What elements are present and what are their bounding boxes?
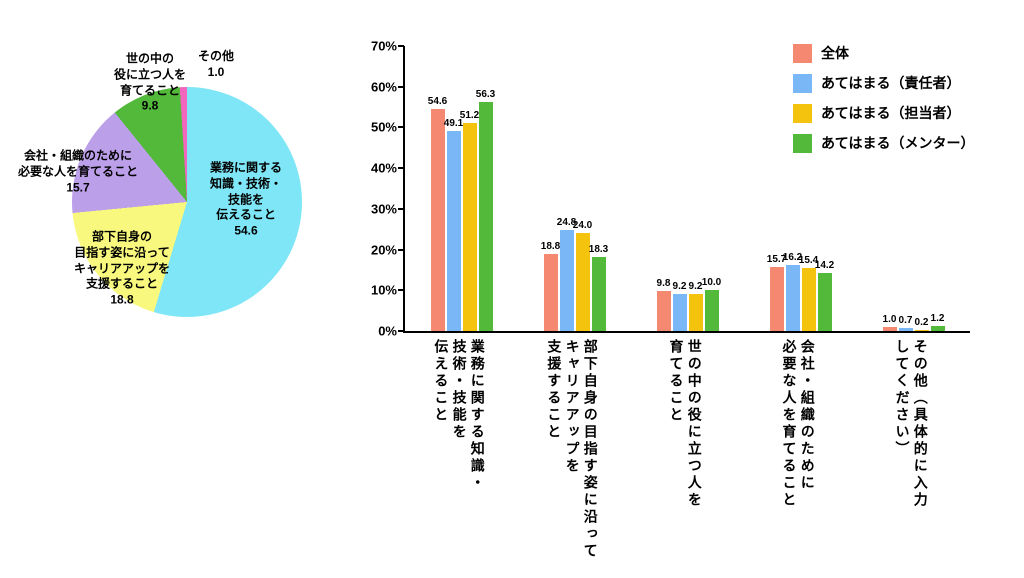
bars: 54.6 49.1 51.2 56.3 18.8 24.8 24.0 18.3 9.8 9.2 9.… <box>405 46 970 331</box>
x-axis-category-label: 会社・組織のために 必要な人を育てること <box>781 339 816 509</box>
legend-swatch <box>793 43 812 63</box>
y-axis-tick-label: 20% <box>370 242 397 258</box>
bar-value-label: 16.2 <box>782 252 803 264</box>
bar-value-label: 1.0 <box>882 313 897 325</box>
pie-slice-label: 業務に関する 知識・技術・ 技能を 伝えること 54.6 <box>209 160 283 238</box>
pie-slice-label: その他 1.0 <box>197 49 235 79</box>
bar-series-1: 49.1 <box>444 118 463 331</box>
y-axis-tick-label: 30% <box>370 201 397 217</box>
legend-item: あてはまる（担当者） <box>793 103 974 123</box>
bar-group: 1.0 0.7 0.2 1.2 <box>857 46 970 331</box>
legend-label: 全体 <box>821 45 849 61</box>
bar-value-label: 51.2 <box>459 109 480 121</box>
bar-series-3: 14.2 <box>815 260 834 331</box>
bar-value-label: 24.0 <box>572 220 593 232</box>
x-axis-category-label: その他（具体的に入力 してください） <box>894 339 929 509</box>
bar-series-2: 24.0 <box>573 220 592 331</box>
bar-series-0: 15.7 <box>767 254 786 331</box>
bar-series-2: 51.2 <box>460 110 479 331</box>
x-axis-label-cell: 世の中の役に立つ人を 育てること <box>629 339 742 560</box>
pie-slice-label: 部下自身の 目指す姿に沿って キャリアアップを 支援すること 18.8 <box>73 229 171 307</box>
y-axis-tick-mark <box>398 248 404 251</box>
pie-slice-label: 会社・組織のために 必要な人を育てること 15.7 <box>17 148 139 194</box>
bar-value-label: 49.1 <box>443 118 464 130</box>
x-axis-labels: 業務に関する知識・ 技術・技能を 伝えること 部下自身の目指す姿に沿って キャリア… <box>403 339 968 560</box>
legend-label: あてはまる（メンター） <box>821 135 975 151</box>
bar-series-1: 9.2 <box>672 281 687 331</box>
legend-swatch <box>793 103 812 123</box>
legend-item: あてはまる（メンター） <box>793 133 974 153</box>
pie-graphic <box>72 87 302 317</box>
x-axis-category-label: 部下自身の目指す姿に沿って キャリアアップを 支援すること <box>546 339 599 560</box>
bar-value-label: 56.3 <box>475 88 496 100</box>
bar-series-1: 24.8 <box>557 217 576 331</box>
bar-series-0: 54.6 <box>428 96 447 331</box>
bar-group: 54.6 49.1 51.2 56.3 <box>405 46 518 331</box>
bar-value-label: 0.2 <box>914 317 929 329</box>
y-axis-tick-mark <box>398 126 404 129</box>
legend: 全体あてはまる（責任者） あてはまる（担当者） あてはまる（メンター） <box>793 43 974 153</box>
pie-slice-label: 世の中の 役に立つ人を 育てること 9.8 <box>113 51 187 113</box>
bar-series-3: 1.2 <box>930 313 945 331</box>
x-axis-label-cell: 業務に関する知識・ 技術・技能を 伝えること <box>403 339 516 560</box>
y-axis-tick-label: 70% <box>370 38 397 54</box>
bar-series-3: 56.3 <box>476 89 495 331</box>
bar-value-label: 18.8 <box>540 241 561 253</box>
bar-value-label: 1.2 <box>930 313 945 325</box>
x-axis-category-label: 業務に関する知識・ 技術・技能を 伝えること <box>433 339 486 492</box>
pie-chart: 業務に関する 知識・技術・ 技能を 伝えること 54.6 部下自身の 目指す姿に沿… <box>18 30 335 360</box>
bar-chart: 54.6 49.1 51.2 56.3 18.8 24.8 24.0 18.3 9.8 9.2 9.… <box>350 12 1020 578</box>
bar-series-3: 10.0 <box>702 277 721 331</box>
bar-series-2: 0.2 <box>914 317 929 331</box>
y-axis-tick-mark <box>398 207 404 210</box>
bar-plot: 54.6 49.1 51.2 56.3 18.8 24.8 24.0 18.3 9.8 9.2 9.… <box>371 39 970 339</box>
bar-value-label: 9.2 <box>688 280 703 292</box>
y-axis-tick-label: 10% <box>370 282 397 298</box>
bar-series-0: 1.0 <box>882 314 897 331</box>
x-axis-label-cell: 会社・組織のために 必要な人を育てること <box>742 339 855 560</box>
legend-swatch <box>793 73 812 93</box>
x-axis-category-label: 世の中の役に立つ人を 育てること <box>668 339 703 509</box>
bar-series-0: 18.8 <box>541 241 560 331</box>
bar-series-0: 9.8 <box>656 278 671 331</box>
bar-value-label: 10.0 <box>701 277 722 289</box>
bar-series-1: 16.2 <box>783 252 802 331</box>
bar-value-label: 14.2 <box>814 260 835 272</box>
y-axis-tick-label: 40% <box>370 160 397 176</box>
y-axis-tick-label: 0% <box>378 323 397 339</box>
y-axis-tick-mark <box>398 85 404 88</box>
legend-item: 全体 <box>793 43 974 63</box>
bar-series-2: 15.4 <box>799 255 818 331</box>
bar-value-label: 54.6 <box>427 95 448 107</box>
y-axis-tick-mark <box>398 167 404 170</box>
bar-series-1: 0.7 <box>898 315 913 331</box>
legend-label: あてはまる（責任者） <box>821 75 961 91</box>
y-axis-tick-label: 60% <box>370 79 397 95</box>
legend-label: あてはまる（担当者） <box>821 105 961 121</box>
y-axis-tick-mark <box>398 289 404 292</box>
bar-value-label: 24.8 <box>556 217 577 229</box>
y-axis-tick-label: 50% <box>370 119 397 135</box>
legend-swatch <box>793 133 812 153</box>
y-axis-tick-mark <box>398 330 404 332</box>
bar-value-label: 15.7 <box>766 254 787 266</box>
bar-value-label: 9.2 <box>672 280 687 292</box>
bar-group: 18.8 24.8 24.0 18.3 <box>518 46 631 331</box>
bar-group: 15.7 16.2 15.4 14.2 <box>744 46 857 331</box>
bar-value-label: 0.7 <box>898 315 913 327</box>
bar-value-label: 18.3 <box>588 243 609 255</box>
x-axis-label-cell: その他（具体的に入力 してください） <box>855 339 968 560</box>
bar-value-label: 9.8 <box>656 278 671 290</box>
x-axis-label-cell: 部下自身の目指す姿に沿って キャリアアップを 支援すること <box>516 339 629 560</box>
bar-group: 9.8 9.2 9.2 10.0 <box>631 46 744 331</box>
bar-value-label: 15.4 <box>798 255 819 267</box>
legend-item: あてはまる（責任者） <box>793 73 974 93</box>
bar-series-2: 9.2 <box>688 281 703 331</box>
bar-series-3: 18.3 <box>589 244 608 331</box>
y-axis-tick-mark <box>398 45 404 47</box>
